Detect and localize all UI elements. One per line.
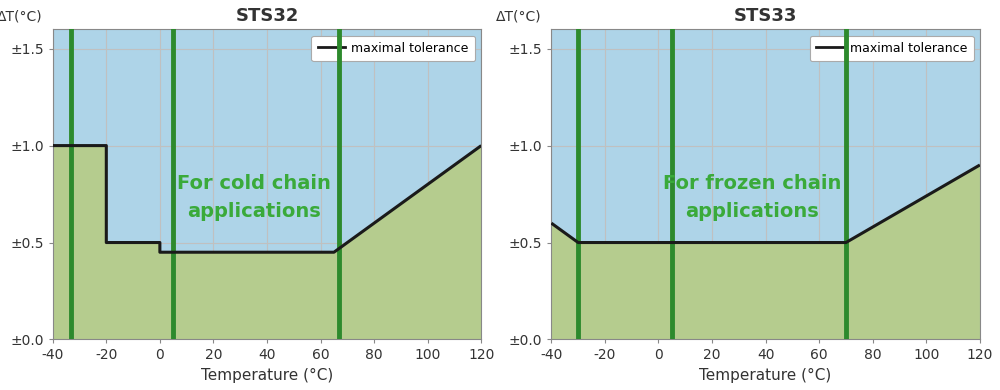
Title: STS32: STS32 (235, 7, 299, 25)
Text: ΔT(°C): ΔT(°C) (0, 9, 43, 23)
Polygon shape (551, 165, 980, 339)
Text: For frozen chain
applications: For frozen chain applications (663, 174, 841, 222)
X-axis label: Temperature (°C): Temperature (°C) (201, 368, 333, 383)
Text: ΔT(°C): ΔT(°C) (496, 9, 541, 23)
Legend: maximal tolerance: maximal tolerance (311, 35, 475, 61)
X-axis label: Temperature (°C): Temperature (°C) (699, 368, 832, 383)
Polygon shape (53, 145, 481, 339)
Legend: maximal tolerance: maximal tolerance (810, 35, 974, 61)
Text: For cold chain
applications: For cold chain applications (177, 174, 331, 222)
Title: STS33: STS33 (734, 7, 797, 25)
